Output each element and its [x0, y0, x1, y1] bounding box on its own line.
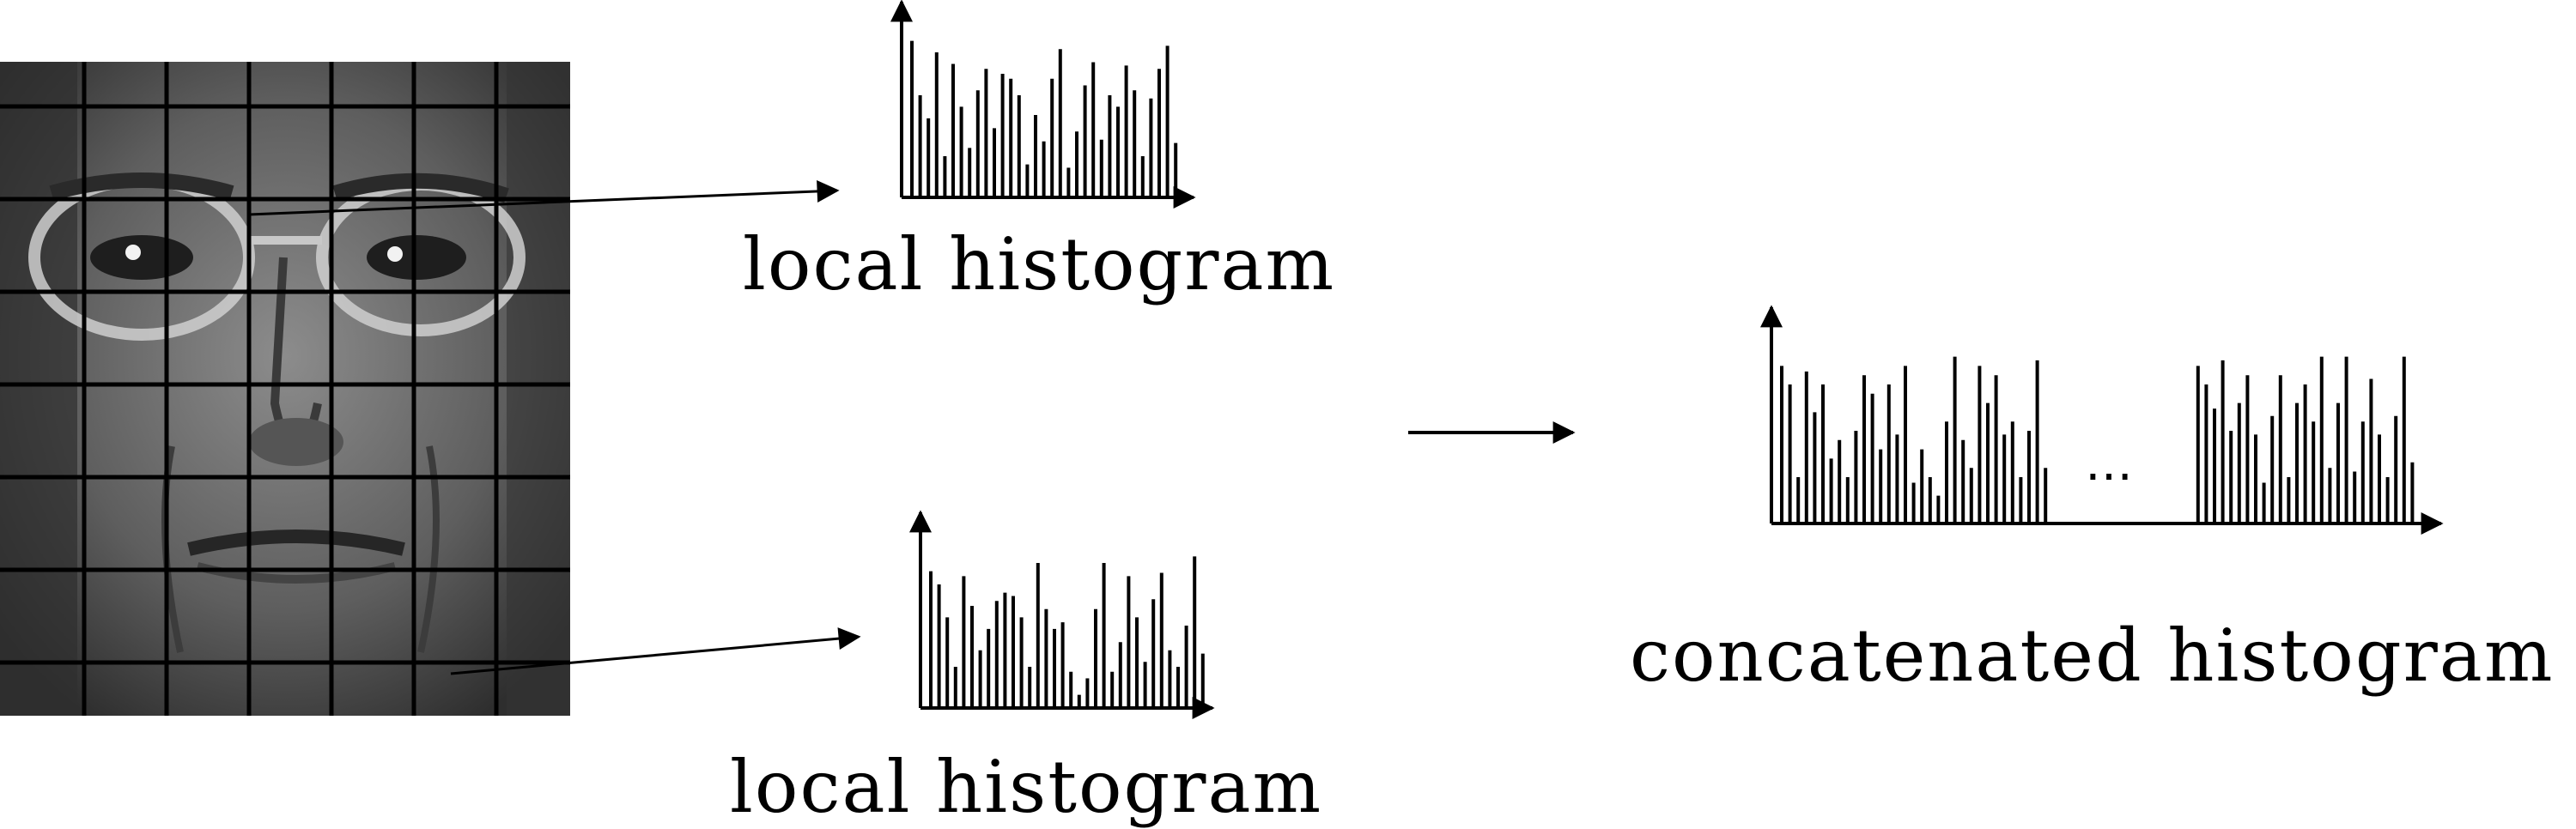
local-histogram-top-label: local histogram	[743, 222, 1336, 306]
concatenated-histogram-label: concatenated histogram	[1630, 614, 2555, 698]
local-histogram-top	[890, 0, 1196, 209]
ellipsis: …	[2085, 436, 2133, 492]
local-histogram-bottom-label: local histogram	[730, 745, 1323, 829]
arrow-top-cell	[248, 179, 840, 216]
arrow-bottom-cell	[450, 627, 861, 675]
concatenated-histogram	[1760, 305, 2444, 535]
local-histogram-bottom	[909, 510, 1215, 719]
face-grid	[0, 62, 570, 716]
face-image	[0, 62, 570, 716]
